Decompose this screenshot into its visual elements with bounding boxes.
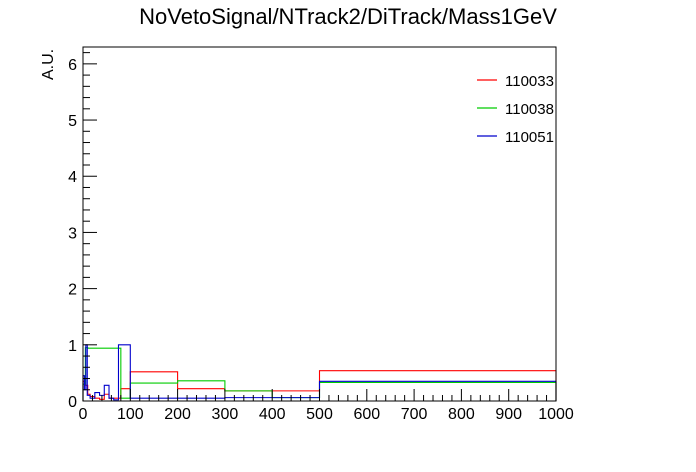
- x-tick-label-10: 1000: [538, 406, 574, 423]
- x-tick-label-2: 200: [164, 406, 191, 423]
- y-tick-label-6: 6: [68, 57, 77, 74]
- y-tick-label-1: 1: [68, 338, 77, 355]
- y-tick-label-4: 4: [68, 169, 77, 186]
- chart-title: NoVetoSignal/NTrack2/DiTrack/Mass1GeV: [139, 4, 557, 29]
- legend-label-2: 110051: [505, 129, 554, 146]
- x-tick-label-8: 800: [448, 406, 475, 423]
- legend: 110033 110038 110051: [477, 73, 554, 146]
- x-tick-label-6: 600: [353, 406, 380, 423]
- axes-layer: 0 100 200 300 400 500 600 700 800 900 1000 0 1 2 3 4 5 6: [68, 46, 574, 423]
- y-axis-label: A.U.: [40, 49, 57, 80]
- x-tick-label-7: 700: [401, 406, 428, 423]
- x-tick-label-0: 0: [79, 406, 88, 423]
- x-tick-label-3: 300: [212, 406, 239, 423]
- y-tick-label-0: 0: [68, 394, 77, 411]
- x-tick-label-9: 900: [495, 406, 522, 423]
- y-tick-label-5: 5: [68, 113, 77, 130]
- x-tick-label-1: 100: [117, 406, 144, 423]
- legend-label-1: 110038: [505, 101, 554, 118]
- x-tick-label-5: 500: [306, 406, 333, 423]
- plot-frame: [82, 46, 557, 402]
- y-tick-label-3: 3: [68, 225, 77, 242]
- x-tick-label-4: 400: [259, 406, 286, 423]
- y-tick-label-2: 2: [68, 282, 77, 299]
- legend-label-0: 110033: [505, 73, 554, 90]
